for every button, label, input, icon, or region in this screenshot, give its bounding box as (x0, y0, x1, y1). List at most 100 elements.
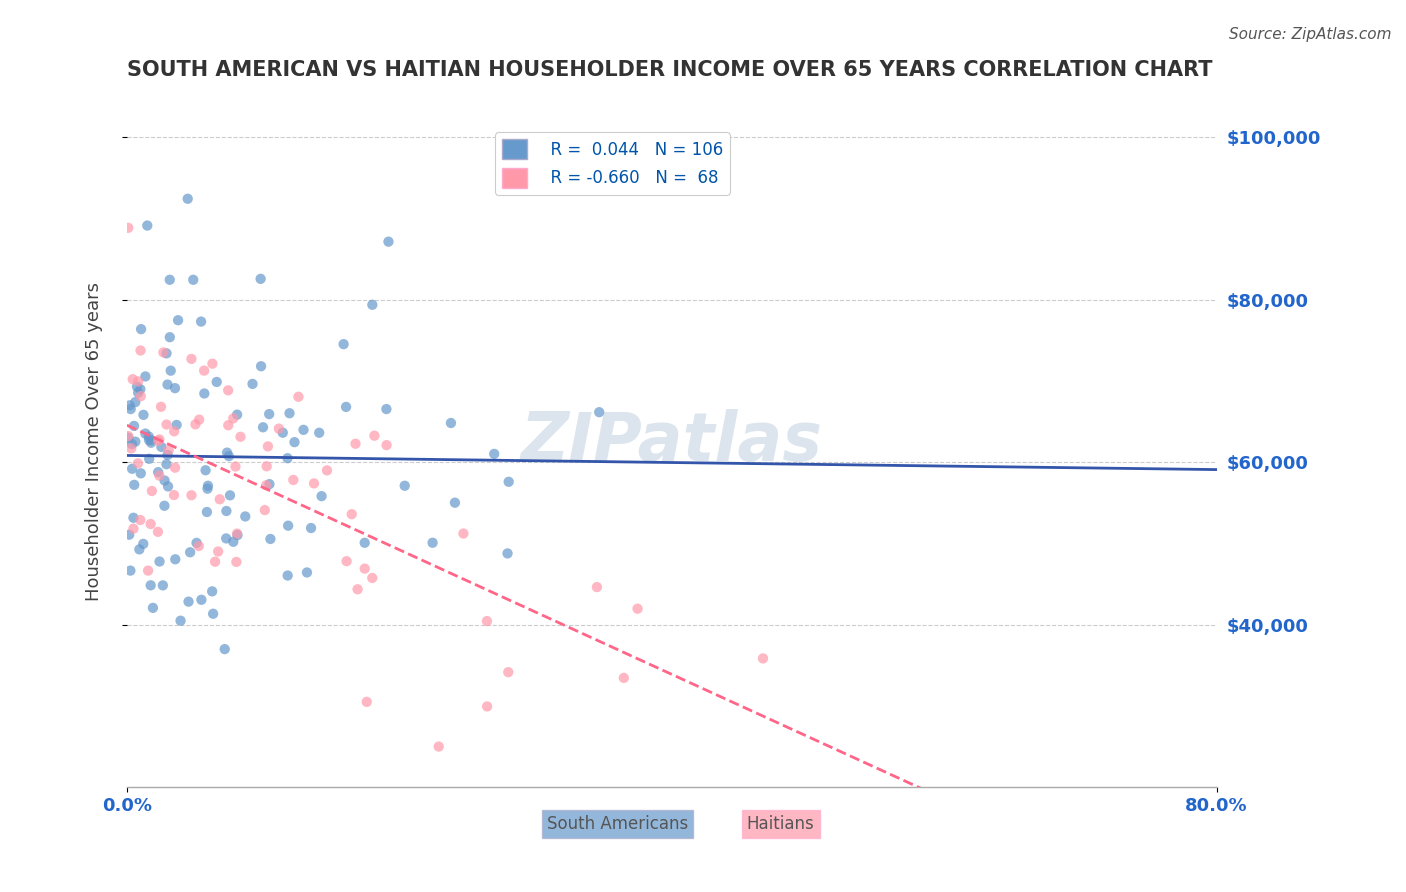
Haitians (453, 526, 475, 541)
Haitians (157, 443, 180, 458)
South Americans (444, 496, 467, 510)
Haitians (217, 384, 239, 398)
South Americans (139, 435, 162, 450)
Y-axis label: Householder Income Over 65 years: Householder Income Over 65 years (86, 282, 103, 601)
South Americans (197, 482, 219, 496)
South Americans (125, 380, 148, 394)
Haitians (150, 400, 173, 414)
South Americans (377, 235, 399, 249)
Haitians (225, 555, 247, 569)
South Americans (128, 542, 150, 557)
Haitians (475, 614, 498, 628)
Haitians (127, 456, 149, 470)
South Americans (299, 521, 322, 535)
South Americans (201, 584, 224, 599)
Text: Haitians: Haitians (747, 814, 814, 832)
South Americans (176, 192, 198, 206)
Haitians (193, 363, 215, 377)
Haitians (208, 492, 231, 507)
Haitians (217, 418, 239, 433)
Text: Source: ZipAtlas.com: Source: ZipAtlas.com (1229, 27, 1392, 42)
South Americans (335, 400, 357, 414)
South Americans (122, 510, 145, 524)
Haitians (346, 582, 368, 597)
Haitians (141, 483, 163, 498)
Haitians (752, 651, 775, 665)
South Americans (588, 405, 610, 419)
South Americans (353, 535, 375, 549)
Haitians (302, 476, 325, 491)
South Americans (155, 457, 177, 471)
Text: ZIPatlas: ZIPatlas (520, 409, 823, 475)
Haitians (340, 507, 363, 521)
South Americans (194, 463, 217, 477)
South Americans (138, 433, 160, 447)
Haitians (283, 473, 305, 487)
Haitians (353, 561, 375, 575)
Haitians (163, 425, 186, 439)
South Americans (222, 534, 245, 549)
South Americans (226, 408, 249, 422)
South Americans (197, 479, 219, 493)
South Americans (159, 273, 181, 287)
Haitians (336, 554, 359, 568)
South Americans (122, 478, 145, 492)
South Americans (120, 402, 142, 417)
South Americans (215, 445, 238, 459)
South Americans (142, 600, 165, 615)
South Americans (259, 477, 281, 491)
Haitians (257, 439, 280, 453)
Haitians (498, 665, 520, 680)
South Americans (124, 395, 146, 409)
Haitians (626, 601, 648, 615)
South Americans (252, 420, 274, 434)
South Americans (277, 518, 299, 533)
Haitians (136, 564, 159, 578)
South Americans (496, 546, 519, 560)
Haitians (121, 372, 143, 386)
South Americans (138, 451, 160, 466)
South Americans (155, 346, 177, 360)
Haitians (356, 695, 378, 709)
South Americans (292, 423, 315, 437)
Haitians (129, 513, 152, 527)
South Americans (215, 504, 238, 518)
South Americans (166, 417, 188, 432)
South Americans (215, 532, 238, 546)
Haitians (375, 438, 398, 452)
South Americans (159, 330, 181, 344)
South Americans (276, 451, 298, 466)
South Americans (181, 273, 204, 287)
Haitians (139, 516, 162, 531)
South Americans (159, 364, 181, 378)
South Americans (193, 386, 215, 401)
Haitians (129, 389, 152, 403)
South Americans (152, 578, 174, 592)
South Americans (138, 429, 160, 443)
South Americans (219, 488, 242, 502)
Haitians (180, 351, 202, 366)
South Americans (422, 535, 444, 549)
Haitians (163, 460, 186, 475)
Haitians (207, 544, 229, 558)
Haitians (117, 220, 139, 235)
South Americans (375, 402, 398, 417)
Haitians (287, 390, 309, 404)
South Americans (127, 385, 149, 400)
Haitians (222, 411, 245, 425)
South Americans (117, 431, 139, 445)
Haitians (201, 357, 224, 371)
South Americans (440, 416, 463, 430)
Haitians (344, 436, 367, 450)
South Americans (124, 434, 146, 449)
Haitians (226, 526, 249, 541)
South Americans (153, 474, 176, 488)
Haitians (163, 488, 186, 502)
Haitians (253, 503, 276, 517)
Haitians (613, 671, 636, 685)
South Americans (129, 382, 152, 396)
South Americans (186, 536, 208, 550)
South Americans (139, 578, 162, 592)
South Americans (283, 435, 305, 450)
Haitians (129, 343, 152, 358)
